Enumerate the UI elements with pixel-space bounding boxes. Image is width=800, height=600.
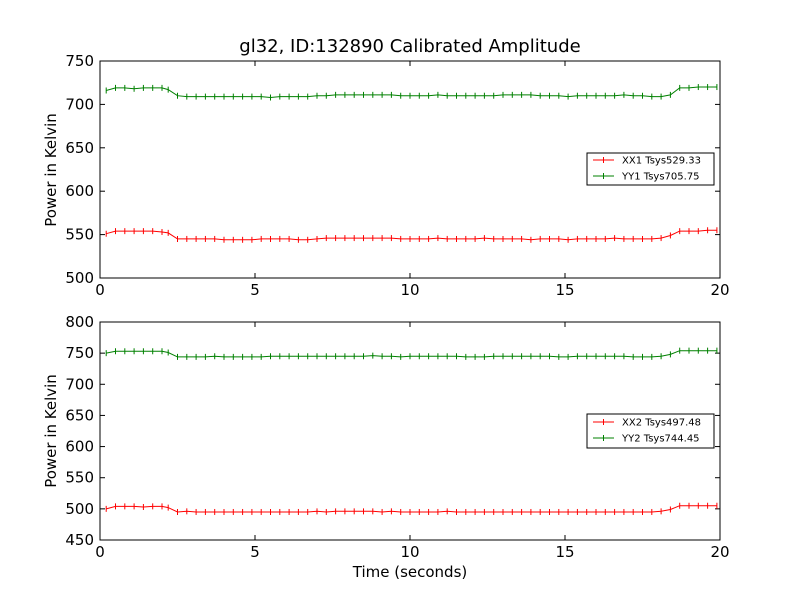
top-y-tick-label: 700 bbox=[65, 95, 94, 113]
bottom-series-group bbox=[105, 347, 718, 515]
top-x-tick-label: 15 bbox=[555, 281, 574, 299]
top-y-tick-label: 650 bbox=[65, 139, 94, 157]
bottom-y-tick-label: 650 bbox=[65, 406, 94, 424]
bottom-x-tick-label: 15 bbox=[555, 543, 574, 561]
bottom-y-axis-label: Power in Kelvin bbox=[42, 374, 60, 488]
top-legend: XX1 Tsys529.33 YY1 Tsys705.75 bbox=[586, 152, 715, 186]
top-axis-ticks: 0 5 10 15 20 500 550 600 650 700 750 bbox=[65, 52, 729, 299]
top-y-axis-label: Power in Kelvin bbox=[42, 113, 60, 227]
top-x-tick-label: 10 bbox=[400, 281, 419, 299]
bottom-legend-entry-yy2: YY2 Tsys744.45 bbox=[593, 434, 700, 445]
top-y-tick-label: 600 bbox=[65, 182, 94, 200]
bottom-y-tick-label: 800 bbox=[65, 313, 94, 331]
bottom-y-tick-label: 500 bbox=[65, 500, 94, 518]
top-x-tick-label: 20 bbox=[710, 281, 729, 299]
top-series-group bbox=[105, 84, 718, 243]
top-y-tick-label: 550 bbox=[65, 226, 94, 244]
top-x-tick-label: 0 bbox=[95, 281, 105, 299]
bottom-x-tick-label: 20 bbox=[710, 543, 729, 561]
bottom-x-tick-label: 0 bbox=[95, 543, 105, 561]
x-axis-label: Time (seconds) bbox=[352, 563, 468, 581]
bottom-legend-label-yy2: YY2 Tsys744.45 bbox=[621, 434, 700, 445]
top-legend-box bbox=[586, 152, 715, 186]
bottom-legend-box bbox=[586, 413, 715, 449]
bottom-y-tick-label: 750 bbox=[65, 344, 94, 362]
bottom-legend: XX2 Tsys497.48 YY2 Tsys744.45 bbox=[586, 413, 715, 449]
bottom-x-tick-label: 5 bbox=[250, 543, 260, 561]
top-subplot: 0 5 10 15 20 500 550 600 650 700 750 Power in Kelv… bbox=[42, 52, 730, 299]
bottom-axis-ticks: 0 5 10 15 20 450 500 550 600 650 700 750 800 bbox=[65, 313, 729, 561]
bottom-y-tick-label: 550 bbox=[65, 469, 94, 487]
top-legend-entry-yy1: YY1 Tsys705.75 bbox=[593, 172, 700, 183]
bottom-y-tick-label: 700 bbox=[65, 375, 94, 393]
bottom-y-tick-label: 450 bbox=[65, 531, 94, 549]
chart-title: gl32, ID:132890 Calibrated Amplitude bbox=[239, 36, 580, 57]
top-y-tick-label: 500 bbox=[65, 269, 94, 287]
bottom-subplot: 0 5 10 15 20 450 500 550 600 650 700 750 800 Power i… bbox=[42, 313, 730, 581]
bottom-y-tick-label: 600 bbox=[65, 438, 94, 456]
top-legend-label-xx1: XX1 Tsys529.33 bbox=[622, 156, 701, 167]
top-x-tick-label: 5 bbox=[250, 281, 260, 299]
bottom-x-tick-label: 10 bbox=[400, 543, 419, 561]
top-y-tick-label: 750 bbox=[65, 52, 94, 70]
top-legend-label-yy1: YY1 Tsys705.75 bbox=[621, 172, 700, 183]
bottom-legend-entry-xx2: XX2 Tsys497.48 bbox=[593, 418, 701, 429]
bottom-legend-label-xx2: XX2 Tsys497.48 bbox=[622, 418, 701, 429]
top-legend-entry-xx1: XX1 Tsys529.33 bbox=[593, 156, 701, 167]
